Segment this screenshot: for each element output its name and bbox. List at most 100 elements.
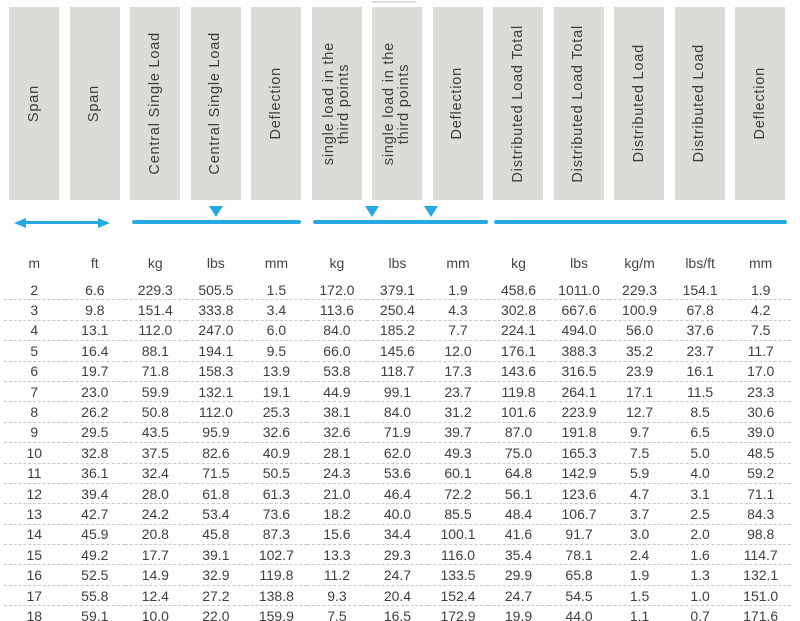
table-cell: 0.7 <box>669 605 731 621</box>
table-cell: 23.3 <box>730 381 791 403</box>
column-header-2: Span <box>65 7 126 200</box>
table-cell: 4.2 <box>730 299 791 321</box>
table-cell: 73.6 <box>246 503 307 525</box>
table-row: 15 49.2 17.7 39.1 102.7 13.3 29.3 116.0 35.4 78.1… <box>4 544 791 566</box>
table-row: 10 32.8 37.5 82.6 40.9 28.1 62.0 49.3 75.0 165.3 7… <box>4 442 791 464</box>
beam-line <box>494 220 787 224</box>
table-cell: 48.4 <box>488 503 549 525</box>
table-cell: 9.3 <box>306 585 368 607</box>
table-row: 6 19.7 71.8 158.3 13.9 53.8 118.7 17.3 143.6 316.… <box>4 361 791 382</box>
header-box: Distributed Load Total <box>493 7 544 200</box>
table-cell: 143.6 <box>488 361 549 382</box>
table-cell: 71.1 <box>730 483 791 505</box>
table-cell: 2.0 <box>669 524 731 546</box>
table-cell: 53.6 <box>367 463 428 484</box>
table-cell: 18.2 <box>306 503 368 525</box>
arrowhead-left-icon <box>14 217 26 228</box>
table-cell: 7.5 <box>306 605 368 621</box>
header-label: single load in the third points <box>381 41 413 166</box>
header-box: single load in the third points <box>311 7 362 200</box>
table-cell: 32.6 <box>306 422 368 444</box>
table-cell: 34.4 <box>367 524 428 546</box>
table-cell: 505.5 <box>185 280 247 301</box>
table-cell: 75.0 <box>488 442 549 464</box>
table-row: 5 16.4 88.1 194.1 9.5 66.0 145.6 12.0 176.1 388.3… <box>4 340 791 362</box>
span-double-arrow-icon <box>14 202 110 232</box>
table-cell: 6 <box>4 361 65 382</box>
table-cell: 60.1 <box>427 463 489 484</box>
units-row: m ft kg lbs mm kg lbs mm kg lbs kg/m lbs/ft mm <box>4 246 791 280</box>
table-row: 14 45.9 20.8 45.8 87.3 15.6 34.4 100.1 41.6 91.7 3… <box>4 524 791 546</box>
unit-cell: lbs/ft <box>685 255 715 271</box>
table-cell: 67.8 <box>669 299 731 321</box>
table-cell: 171.6 <box>730 605 791 621</box>
table-cell: 26.2 <box>64 401 126 423</box>
table-cell: 37.6 <box>669 320 731 342</box>
table-cell: 42.7 <box>64 503 126 525</box>
table-cell: 19.9 <box>488 605 549 621</box>
header-box: Span <box>9 7 60 200</box>
header-box: Central Single Load <box>130 7 181 200</box>
table-cell: 14 <box>4 524 65 546</box>
table-cell: 91.7 <box>548 524 610 546</box>
table-row: 13 42.7 24.2 53.4 73.6 18.2 40.0 85.5 48.4 106.7 3… <box>4 503 791 525</box>
load-deflection-table: m ft kg lbs mm kg lbs mm kg lbs kg/m lbs/ft mm 2 6.6 22… <box>4 246 791 621</box>
table-cell: 31.2 <box>427 401 489 423</box>
header-label: Central Single Load <box>146 32 163 175</box>
table-cell: 55.8 <box>64 585 126 607</box>
table-cell: 62.0 <box>367 442 428 464</box>
table-cell: 53.4 <box>185 503 247 525</box>
unit-cell: kg <box>511 255 526 271</box>
table-cell: 4 <box>4 320 65 342</box>
table-cell: 59.9 <box>125 381 186 403</box>
table-cell: 119.8 <box>246 564 307 586</box>
distributed-load-diagram <box>494 202 787 232</box>
unit-cell: mm <box>264 255 289 271</box>
unit-cell: kg <box>329 255 345 271</box>
table-cell: 191.8 <box>548 422 610 444</box>
table-cell: 27.2 <box>185 585 247 607</box>
table-cell: 114.7 <box>730 544 791 566</box>
table-cell: 13 <box>4 503 65 525</box>
beam-line <box>132 220 301 224</box>
table-cell: 71.9 <box>367 422 428 444</box>
table-cell: 23.0 <box>64 381 126 403</box>
table-cell: 229.3 <box>609 280 670 301</box>
span-arrow-line <box>23 221 101 224</box>
table-cell: 10.0 <box>125 605 186 621</box>
column-header-11: Distributed Load <box>609 7 670 200</box>
header-box: Deflection <box>251 7 302 200</box>
table-cell: 7.5 <box>730 320 791 342</box>
table-cell: 379.1 <box>367 280 428 301</box>
table-cell: 151.4 <box>125 299 186 321</box>
table-row: 2 6.6 229.3 505.5 1.5 172.0 379.1 1.9 458.6 1011.… <box>4 280 791 301</box>
unit-cell: ft <box>90 255 99 271</box>
table-cell: 23.7 <box>669 340 731 362</box>
header-row: Span Span Central Single Load Central Singl… <box>4 7 791 200</box>
table-cell: 21.0 <box>306 483 368 505</box>
table-cell: 82.6 <box>185 442 247 464</box>
table-cell: 3.7 <box>609 503 670 525</box>
table-cell: 132.1 <box>730 564 791 586</box>
unit-cell: mm <box>446 255 470 271</box>
table-cell: 5.9 <box>609 463 670 484</box>
table-cell: 39.0 <box>730 422 791 444</box>
table-cell: 101.6 <box>488 401 549 423</box>
central-load-diagram <box>132 202 301 232</box>
table-cell: 44.9 <box>306 381 368 403</box>
table-cell: 24.7 <box>367 564 428 586</box>
table-cell: 49.2 <box>64 544 126 566</box>
column-header-7: single load in the third points <box>367 7 428 200</box>
table-cell: 185.2 <box>367 320 428 342</box>
table-cell: 223.9 <box>548 401 610 423</box>
table-cell: 52.5 <box>64 564 126 586</box>
table-row: 9 29.5 43.5 95.9 32.6 32.6 71.9 39.7 87.0 191.8 9.… <box>4 422 791 444</box>
table-cell: 9.8 <box>64 299 126 321</box>
table-cell: 1.5 <box>246 280 307 301</box>
table-cell: 9 <box>4 422 65 444</box>
column-header-6: single load in the third points <box>307 7 368 200</box>
table-cell: 36.1 <box>64 463 126 484</box>
header-box: Distributed Load Total <box>553 7 604 200</box>
table-cell: 9.5 <box>246 340 307 362</box>
table-cell: 112.0 <box>125 320 186 342</box>
